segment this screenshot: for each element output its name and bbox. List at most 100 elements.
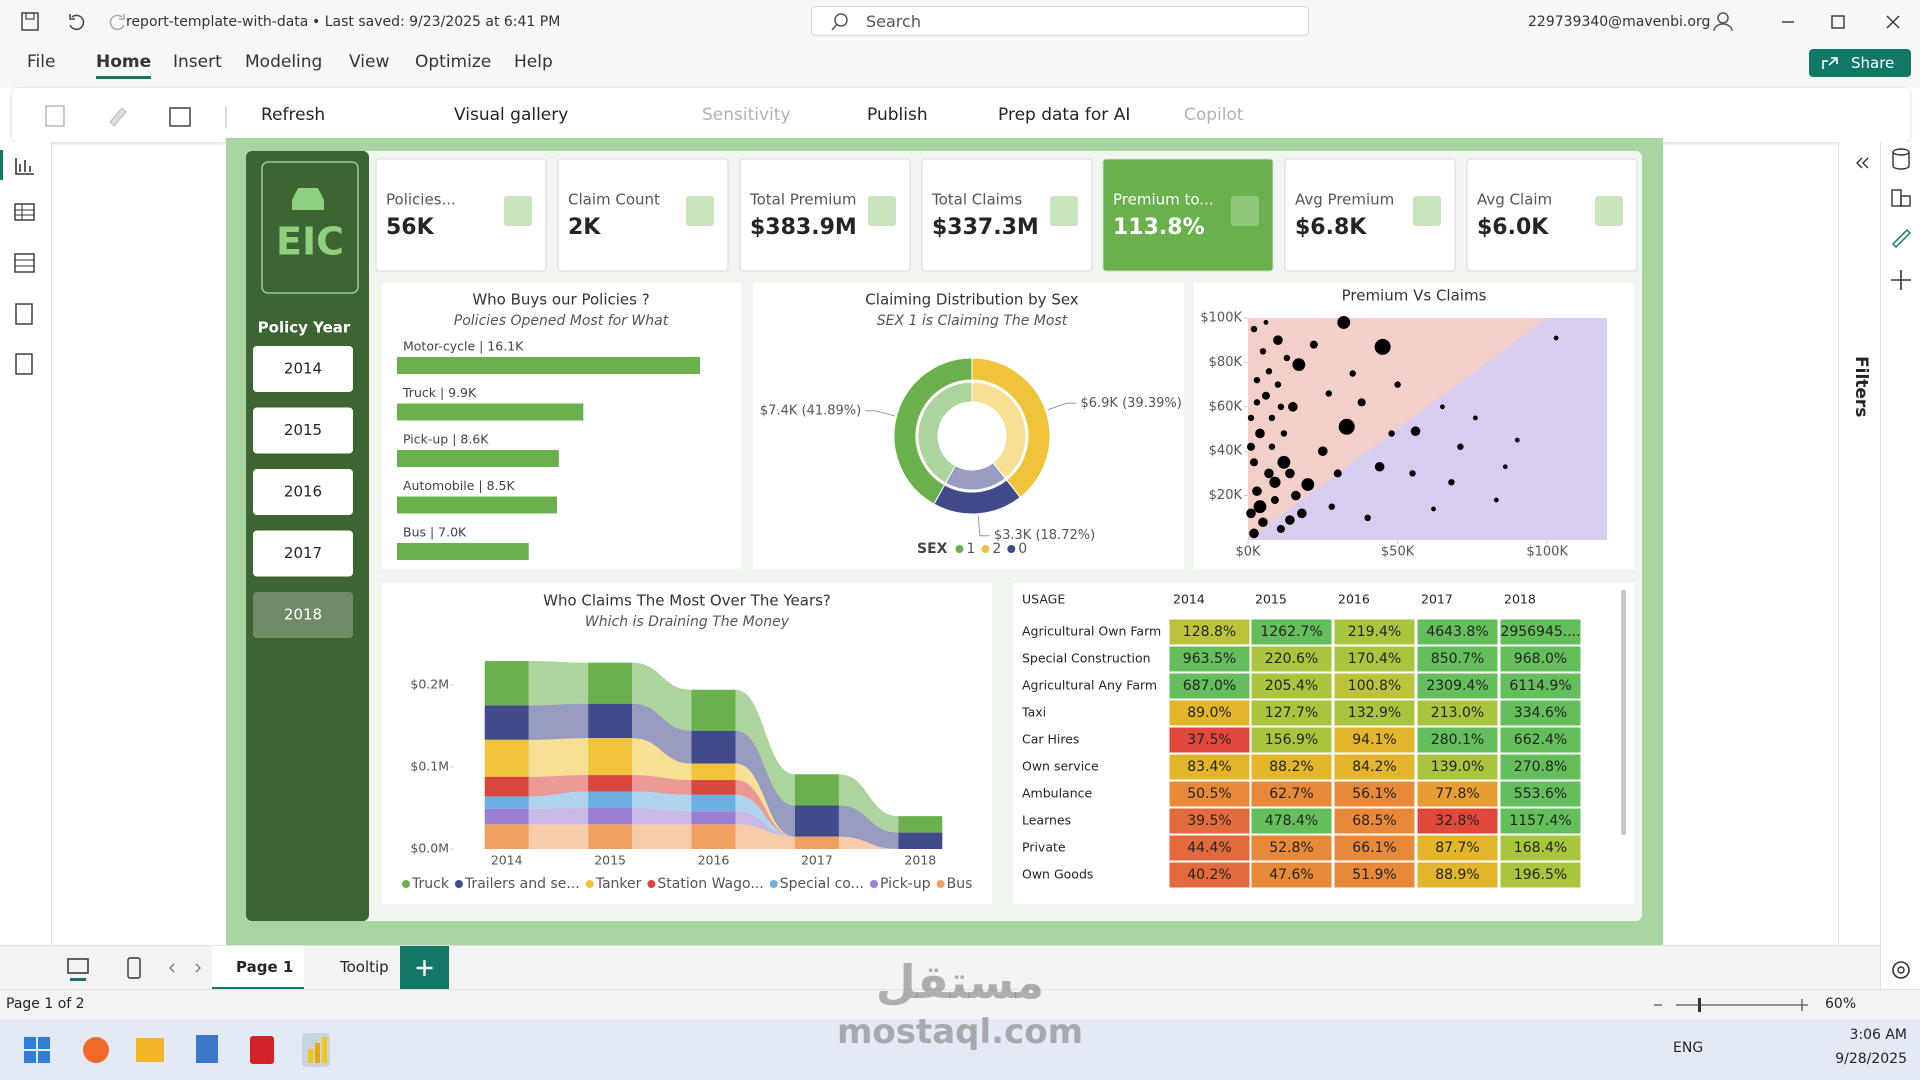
- kpi-label: Policies...: [386, 191, 456, 209]
- scatter-point: [1264, 468, 1274, 479]
- bar-label: Truck | 9.9K: [402, 385, 477, 400]
- legend-label: Truck: [411, 876, 450, 892]
- account[interactable]: 229739340@mavenbi.org: [1528, 14, 1711, 30]
- logo-box: [261, 161, 359, 294]
- ribbon-link: [838, 805, 899, 849]
- slicer-button[interactable]: [253, 469, 353, 515]
- cell-value: 62.7%: [1269, 786, 1313, 802]
- table-cell: [1333, 753, 1416, 781]
- table-cell: [1333, 645, 1416, 673]
- table-cell: [1168, 672, 1251, 700]
- slicer-button[interactable]: [253, 530, 353, 577]
- last-saved: • Last saved: 9/23/2025 at 6:41 PM: [312, 14, 561, 30]
- menu-item[interactable]: Home: [96, 52, 152, 79]
- scatter-point: [1263, 320, 1269, 325]
- clock-time[interactable]: 3:06 AM: [1849, 1027, 1907, 1043]
- zoom-slider[interactable]: [1650, 996, 1810, 1014]
- chart-title: Claiming Distribution by Sex: [865, 291, 1079, 309]
- page-tab-label[interactable]: Tooltip: [340, 958, 389, 976]
- x-tick-label: 2015: [594, 853, 626, 868]
- table-cell: [1333, 726, 1416, 754]
- bar: [397, 403, 584, 421]
- leader-line: [865, 410, 895, 417]
- kpi-card: [375, 158, 547, 272]
- chart-subtitle: SEX 1 is Claiming The Most: [877, 313, 1068, 329]
- cell-value: 205.4%: [1265, 678, 1318, 694]
- ribbon-link: [632, 791, 692, 812]
- table-cell: [1168, 807, 1251, 835]
- bar-label: Automobile | 8.5K: [403, 478, 515, 493]
- legend-label: 2: [992, 541, 1001, 557]
- scatter-point: [1246, 442, 1255, 451]
- legend-label: 0: [1018, 541, 1027, 557]
- table-cell: [1250, 834, 1333, 862]
- ribbon-segment: [691, 794, 736, 812]
- leader-line: [977, 515, 990, 537]
- slicer-button[interactable]: [253, 407, 353, 454]
- row-label: Learnes: [1022, 813, 1071, 828]
- slicer-button[interactable]: [253, 592, 353, 638]
- scatter-point: [1374, 338, 1391, 355]
- page-tabs: Page 1 Tooltip: [0, 945, 1880, 990]
- cell-value: 37.5%: [1187, 732, 1231, 748]
- input-language[interactable]: ENG: [1673, 1040, 1704, 1056]
- scatter-point: [1283, 354, 1291, 362]
- filters-pane[interactable]: Filters: [1838, 142, 1881, 945]
- cell-value: 51.9%: [1352, 867, 1396, 883]
- menu-item[interactable]: View: [349, 52, 390, 72]
- table-cell: [1416, 807, 1499, 835]
- scatter-point: [1553, 335, 1559, 341]
- chart-subtitle: Policies Opened Most for What: [454, 313, 669, 329]
- chart-subtitle: Which is Draining The Money: [585, 614, 790, 630]
- menu-item[interactable]: Insert: [173, 52, 222, 72]
- scatter-point: [1448, 479, 1455, 486]
- scatter-point: [1253, 399, 1261, 406]
- clock-date[interactable]: 9/28/2025: [1835, 1051, 1907, 1067]
- legend-swatch: [585, 880, 594, 888]
- scatter-point: [1270, 496, 1279, 505]
- ribbon-segment: [898, 816, 943, 833]
- visual-panel: [382, 283, 741, 569]
- share-button[interactable]: Share: [1809, 49, 1911, 77]
- search-box[interactable]: Search: [811, 6, 1309, 36]
- menu-item[interactable]: Modeling: [245, 52, 323, 72]
- bar: [397, 496, 557, 514]
- view-switcher: [0, 142, 52, 945]
- ribbon-link: [632, 738, 692, 781]
- ribbon-link: [632, 775, 692, 795]
- ribbon-segment: [588, 662, 633, 704]
- ribbon-button[interactable]: Visual gallery: [454, 105, 569, 125]
- table-cell: [1499, 618, 1582, 646]
- table-cell: [1168, 753, 1251, 781]
- table-cell: [1499, 861, 1582, 889]
- add-page-button[interactable]: [400, 946, 449, 990]
- kpi-label: Avg Premium: [1295, 191, 1394, 209]
- ribbon-button[interactable]: Publish: [867, 105, 928, 125]
- ribbon-segment: [588, 791, 633, 808]
- y-tick-label: $60K: [1209, 399, 1243, 414]
- search-icon: [831, 13, 848, 31]
- share-icon: [1822, 57, 1838, 69]
- menu-item[interactable]: File: [27, 52, 56, 72]
- scatter-point: [1388, 430, 1395, 437]
- slicer-button[interactable]: [253, 346, 353, 392]
- slicer-item: 2018: [284, 606, 322, 624]
- pane-switcher: [1880, 142, 1920, 989]
- page-tab-active[interactable]: Page 1: [212, 946, 304, 990]
- scatter-point: [1280, 430, 1288, 437]
- legend-label: 1: [966, 541, 975, 557]
- scatter-point: [1247, 414, 1255, 422]
- x-tick-label: 2014: [491, 853, 523, 868]
- row-label: Special Construction: [1022, 651, 1151, 666]
- ribbon-button[interactable]: Prep data for AI: [998, 105, 1131, 125]
- menu-item[interactable]: Optimize: [415, 52, 492, 72]
- table-cell: [1250, 726, 1333, 754]
- ribbon-segment: [484, 808, 529, 825]
- table-cell: [1168, 645, 1251, 673]
- menu-item[interactable]: Help: [514, 52, 553, 72]
- ribbon-segment: [794, 836, 839, 849]
- ribbon-button[interactable]: Refresh: [261, 105, 326, 125]
- scatter-point: [1409, 470, 1416, 477]
- table-cell: [1168, 726, 1251, 754]
- legend-title: SEX: [917, 541, 948, 557]
